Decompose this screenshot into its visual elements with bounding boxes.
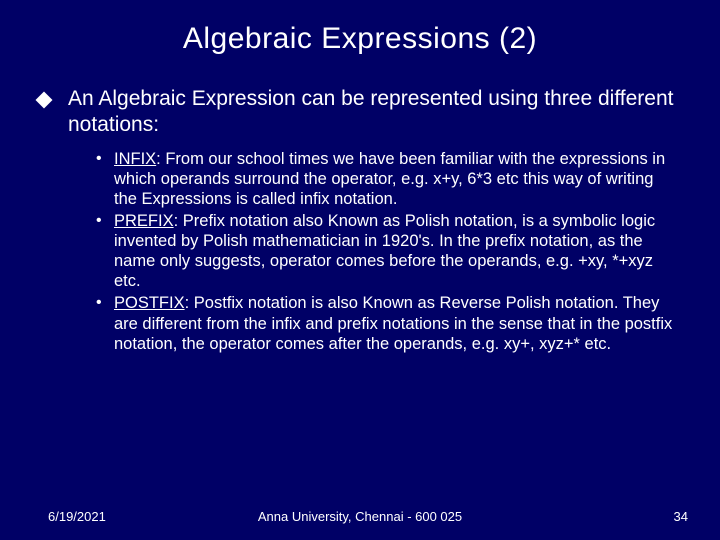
item-label: INFIX [114, 150, 156, 168]
notation-list: INFIX: From our school times we have bee… [38, 149, 690, 354]
main-bullet-text: An Algebraic Expression can be represent… [68, 86, 690, 139]
list-item: POSTFIX: Postfix notation is also Known … [96, 293, 680, 353]
item-label: POSTFIX [114, 294, 185, 312]
footer-page-number: 34 [674, 509, 688, 524]
item-text: : Prefix notation also Known as Polish n… [114, 212, 655, 290]
footer-org: Anna University, Chennai - 600 025 [258, 509, 462, 524]
list-item: PREFIX: Prefix notation also Known as Po… [96, 211, 680, 292]
list-item: INFIX: From our school times we have bee… [96, 149, 680, 209]
slide-title: Algebraic Expressions (2) [0, 0, 720, 86]
item-text: : From our school times we have been fam… [114, 150, 665, 208]
item-label: PREFIX [114, 212, 174, 230]
slide-footer: 6/19/2021 Anna University, Chennai - 600… [0, 509, 720, 524]
diamond-bullet-icon [36, 92, 53, 109]
slide-content: An Algebraic Expression can be represent… [0, 86, 720, 354]
item-text: : Postfix notation is also Known as Reve… [114, 294, 672, 352]
main-bullet-row: An Algebraic Expression can be represent… [38, 86, 690, 139]
footer-date: 6/19/2021 [48, 509, 106, 524]
